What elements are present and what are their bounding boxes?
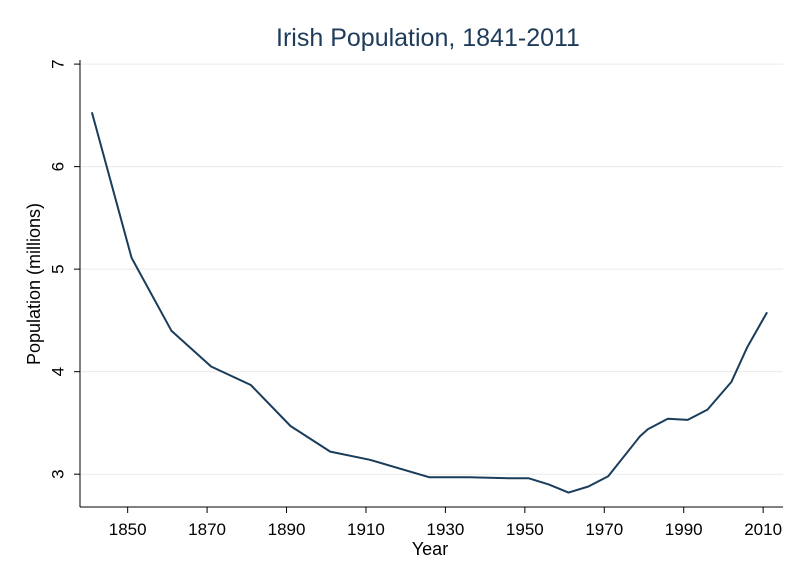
y-tick-label: 3	[49, 469, 68, 478]
series-line-population	[90, 112, 768, 494]
y-tick-label: 7	[49, 59, 68, 68]
x-tick-label: 1910	[347, 520, 385, 539]
x-axis-label: Year	[412, 539, 448, 559]
x-tick-label: 1930	[426, 520, 464, 539]
x-tick-label: 1870	[188, 520, 226, 539]
x-ticks: 1850 1870 1890 1910 1930 1950 1970 1990 2010	[109, 507, 782, 539]
x-tick-label: 1950	[506, 520, 544, 539]
x-tick-label: 2010	[744, 520, 782, 539]
x-tick-label: 1890	[268, 520, 306, 539]
series-layer	[90, 112, 768, 494]
gridlines	[81, 63, 783, 475]
x-tick-label: 1970	[585, 520, 623, 539]
y-axis-label: Population (millions)	[24, 203, 44, 365]
y-tick-label: 5	[49, 264, 68, 273]
x-tick-label: 1850	[109, 520, 147, 539]
chart-title: Irish Population, 1841-2011	[276, 24, 580, 52]
x-tick-label: 1990	[665, 520, 703, 539]
y-tick-label: 4	[49, 367, 68, 376]
y-tick-label: 6	[49, 162, 68, 171]
y-ticks: 3 4 5 6 7	[49, 59, 80, 479]
